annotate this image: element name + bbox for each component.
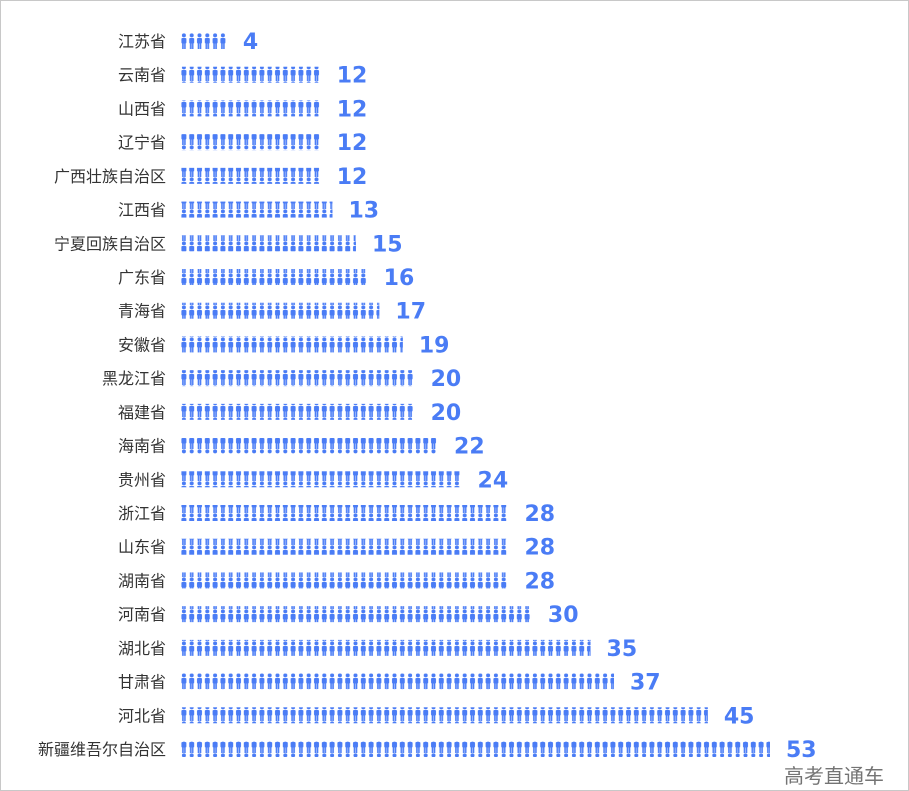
bar	[180, 572, 509, 589]
value-label: 15	[372, 232, 403, 257]
value-label: 16	[384, 266, 415, 291]
category-label: 甘肃省	[118, 673, 166, 692]
bar	[180, 370, 415, 387]
category-label: 贵州省	[118, 470, 166, 489]
bar	[180, 201, 333, 218]
bar	[180, 100, 321, 117]
value-label: 19	[419, 333, 450, 358]
category-label: 广西壮族自治区	[54, 167, 166, 186]
category-label: 福建省	[118, 403, 166, 422]
bar	[180, 66, 321, 83]
bar	[180, 167, 321, 184]
bar	[180, 437, 439, 454]
category-label: 海南省	[118, 437, 166, 456]
category-label: 广东省	[118, 268, 166, 287]
value-label: 17	[395, 300, 426, 325]
category-label: 山东省	[118, 538, 166, 557]
bar	[180, 741, 770, 757]
bar	[180, 269, 368, 285]
category-label: 河北省	[118, 706, 166, 725]
value-label: 37	[630, 671, 661, 696]
bar	[180, 505, 509, 521]
bar	[180, 606, 532, 623]
bar	[180, 673, 615, 690]
value-label: 22	[454, 435, 485, 460]
value-label: 45	[724, 704, 755, 729]
category-label: 河南省	[118, 605, 166, 624]
category-label: 云南省	[118, 66, 166, 85]
watermark: 高考直通车	[784, 764, 884, 788]
category-label: 黑龙江省	[102, 369, 166, 388]
category-label: 江苏省	[118, 32, 166, 51]
bar	[180, 302, 380, 319]
value-label: 4	[243, 30, 258, 55]
value-label: 28	[524, 502, 555, 527]
category-label: 湖南省	[118, 571, 166, 590]
value-label: 30	[548, 603, 579, 628]
value-label: 35	[607, 637, 638, 662]
value-label: 28	[524, 569, 555, 594]
category-label: 湖北省	[118, 639, 166, 658]
value-label: 12	[337, 131, 368, 156]
bar	[180, 134, 321, 151]
value-label: 28	[524, 536, 555, 561]
category-label: 辽宁省	[118, 133, 166, 152]
category-label: 安徽省	[118, 335, 166, 354]
category-label: 浙江省	[118, 504, 166, 523]
category-label: 江西省	[118, 201, 166, 220]
value-label: 12	[337, 165, 368, 190]
bar	[180, 235, 356, 252]
value-label: 24	[478, 468, 509, 493]
bar	[180, 336, 403, 353]
value-label: 12	[337, 64, 368, 89]
category-label: 青海省	[118, 302, 166, 321]
bar	[180, 403, 415, 420]
category-label: 宁夏回族自治区	[54, 234, 166, 253]
bar	[180, 33, 227, 49]
bar	[180, 538, 509, 555]
value-label: 13	[348, 199, 379, 224]
category-label: 山西省	[118, 99, 166, 118]
bar	[180, 471, 462, 488]
value-label: 20	[431, 367, 462, 392]
value-label: 20	[431, 401, 462, 426]
bar	[180, 639, 591, 656]
value-label: 53	[786, 738, 817, 763]
category-label: 新疆维吾尔自治区	[38, 740, 166, 759]
value-label: 12	[337, 97, 368, 122]
bar	[180, 707, 708, 724]
